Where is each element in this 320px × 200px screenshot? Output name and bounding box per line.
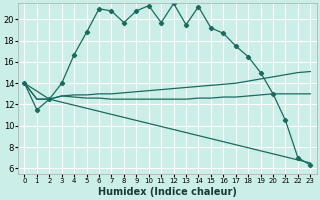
X-axis label: Humidex (Indice chaleur): Humidex (Indice chaleur) [98, 187, 237, 197]
